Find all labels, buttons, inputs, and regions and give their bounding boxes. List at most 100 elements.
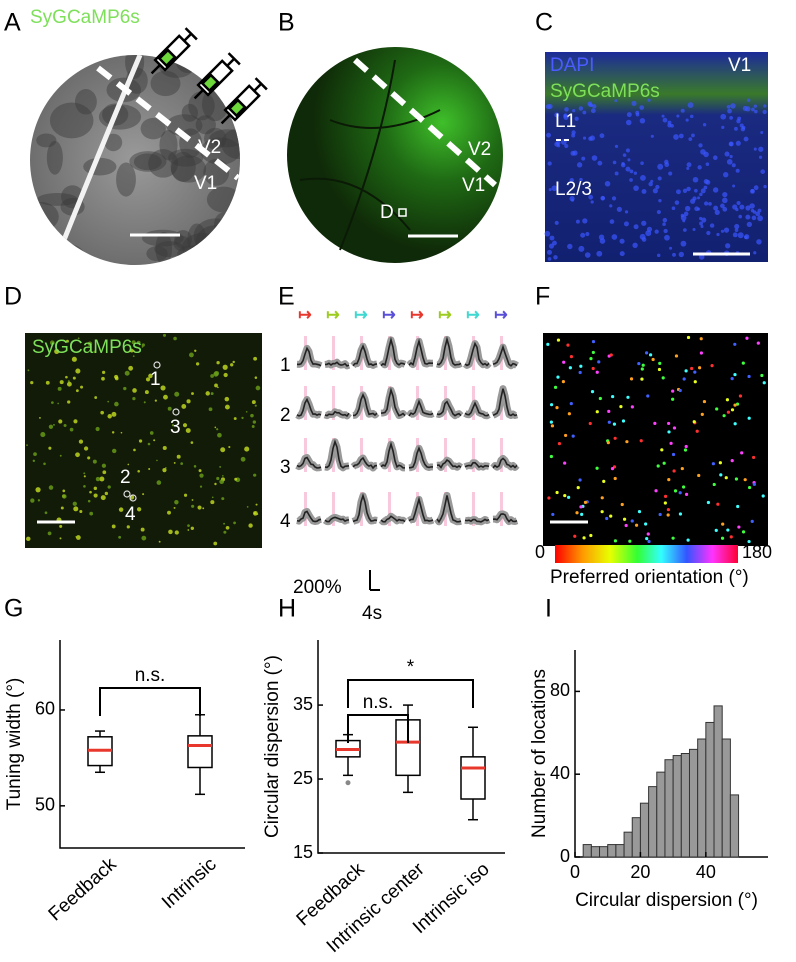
dot xyxy=(714,528,718,532)
bouton xyxy=(75,389,79,393)
trace-mean xyxy=(324,410,350,418)
bouton xyxy=(158,540,161,543)
dot xyxy=(654,489,658,493)
bouton xyxy=(136,340,141,345)
bouton xyxy=(73,506,79,512)
dot xyxy=(752,482,756,486)
dot xyxy=(569,402,573,406)
trace-mean xyxy=(296,510,322,523)
bar xyxy=(697,738,707,858)
nucleus xyxy=(623,221,629,227)
nucleus xyxy=(611,196,617,201)
dot xyxy=(644,351,649,355)
y-axis-label: Number of locations xyxy=(529,669,550,838)
dot xyxy=(563,493,567,498)
nucleus xyxy=(579,177,583,182)
blob xyxy=(200,137,240,165)
boutons xyxy=(26,333,261,546)
nucleus xyxy=(738,214,743,219)
bouton xyxy=(107,485,111,489)
bouton xyxy=(27,369,30,372)
dot xyxy=(557,442,562,446)
direction-arrow: ↦ xyxy=(410,307,423,324)
dot xyxy=(710,364,714,368)
nucleus xyxy=(745,205,751,211)
bouton xyxy=(199,473,204,478)
nucleus xyxy=(632,242,638,249)
dot xyxy=(682,377,686,381)
bouton xyxy=(173,461,176,464)
nucleus xyxy=(737,232,744,239)
dot xyxy=(549,403,554,407)
nucleus xyxy=(720,203,725,209)
bouton xyxy=(211,496,214,499)
nucleus xyxy=(614,144,619,149)
bouton xyxy=(195,362,200,366)
bouton xyxy=(132,355,135,357)
y-tick-label: 40 xyxy=(550,763,570,783)
dot xyxy=(551,512,555,517)
blob xyxy=(74,89,97,115)
bouton xyxy=(147,442,151,446)
bouton xyxy=(182,423,188,428)
bouton xyxy=(59,537,62,540)
bouton xyxy=(173,336,177,341)
trace-mean xyxy=(296,397,322,417)
nucleus xyxy=(640,161,644,165)
area-label: V2 xyxy=(198,137,221,158)
bouton xyxy=(230,363,234,367)
y-tick-label: 0 xyxy=(560,846,570,866)
bar xyxy=(680,753,690,858)
dot xyxy=(667,430,671,434)
vessel xyxy=(57,55,143,251)
nucleus xyxy=(547,161,552,166)
bouton xyxy=(67,380,70,383)
nucleus xyxy=(727,108,732,114)
nucleus xyxy=(554,220,559,225)
trace-mean xyxy=(380,441,406,469)
dot xyxy=(598,396,602,401)
dot xyxy=(734,477,739,481)
bouton xyxy=(222,475,224,477)
nucleus xyxy=(671,206,676,210)
bouton xyxy=(202,507,205,510)
dot xyxy=(597,360,601,364)
nucleus xyxy=(564,143,569,149)
bouton xyxy=(53,423,55,426)
direction-arrow: ↦ xyxy=(298,307,311,324)
nucleus xyxy=(734,126,738,131)
bouton xyxy=(228,445,231,449)
trace-mean xyxy=(436,459,462,469)
dot xyxy=(716,502,720,506)
bouton xyxy=(30,498,35,503)
nucleus xyxy=(546,132,551,138)
dot xyxy=(653,421,657,425)
nucleus xyxy=(678,251,684,258)
nucleus xyxy=(745,214,751,220)
nucleus xyxy=(584,252,591,258)
dot xyxy=(658,361,662,366)
dot xyxy=(556,338,561,342)
y-tick-label: 50 xyxy=(35,795,55,815)
bar xyxy=(713,705,723,858)
dot xyxy=(564,433,568,438)
blob xyxy=(203,127,227,150)
dot xyxy=(646,532,650,536)
nucleus xyxy=(589,103,593,107)
trace-mean xyxy=(408,496,434,522)
bouton xyxy=(26,536,31,542)
bouton xyxy=(93,493,98,498)
dot xyxy=(684,444,688,449)
blob xyxy=(30,202,59,232)
dot xyxy=(666,507,671,512)
dot xyxy=(591,350,595,355)
nucleus xyxy=(667,123,672,128)
nucleus xyxy=(553,255,558,260)
nucleus xyxy=(694,188,698,193)
bouton xyxy=(210,392,214,396)
panel-label: C xyxy=(535,9,553,37)
bouton xyxy=(95,426,100,432)
nucleus xyxy=(633,185,639,191)
bouton xyxy=(129,348,134,353)
